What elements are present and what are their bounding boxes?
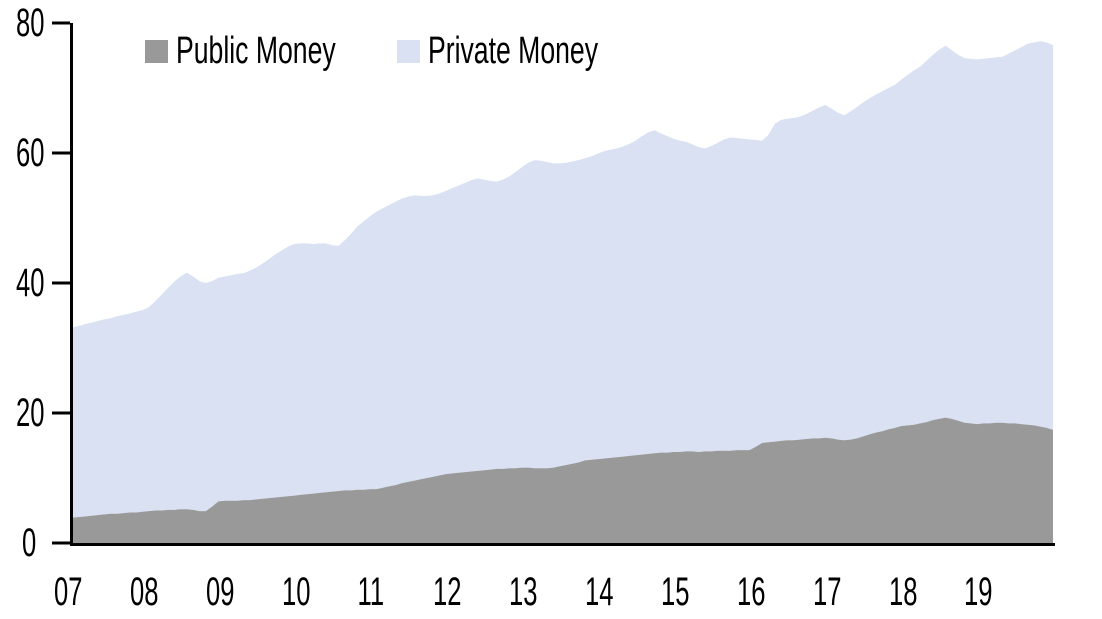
x-tick-label-10: 10 bbox=[281, 570, 311, 614]
x-tick-label-14: 14 bbox=[584, 570, 614, 614]
x-tick-label-12: 12 bbox=[432, 570, 462, 614]
legend-swatch-private-money bbox=[397, 40, 420, 63]
x-tick-label-09: 09 bbox=[205, 570, 235, 614]
x-tick-label-07: 07 bbox=[53, 570, 83, 614]
x-tick-label-08: 08 bbox=[129, 570, 159, 614]
x-tick-label-16: 16 bbox=[736, 570, 766, 614]
x-tick-label-18: 18 bbox=[888, 570, 918, 614]
x-tick-label-13: 13 bbox=[508, 570, 538, 614]
public-money-area bbox=[73, 417, 1053, 543]
x-tick-label-11: 11 bbox=[357, 570, 385, 614]
y-tick-label-60: 60 bbox=[16, 131, 45, 175]
x-tick-label-19: 19 bbox=[963, 570, 993, 614]
y-tick-label-80: 80 bbox=[16, 1, 45, 45]
x-tick-label-17: 17 bbox=[812, 570, 842, 614]
x-tick-label-15: 15 bbox=[660, 570, 690, 614]
y-tick-label-20: 20 bbox=[16, 391, 45, 435]
private-money-area bbox=[73, 41, 1053, 518]
y-tick-label-0: 0 bbox=[21, 521, 36, 565]
legend-swatch-public-money bbox=[145, 40, 168, 63]
y-tick-label-40: 40 bbox=[16, 261, 45, 305]
legend-label-public-money: Public Money bbox=[176, 30, 336, 72]
legend-label-private-money: Private Money bbox=[428, 30, 599, 72]
